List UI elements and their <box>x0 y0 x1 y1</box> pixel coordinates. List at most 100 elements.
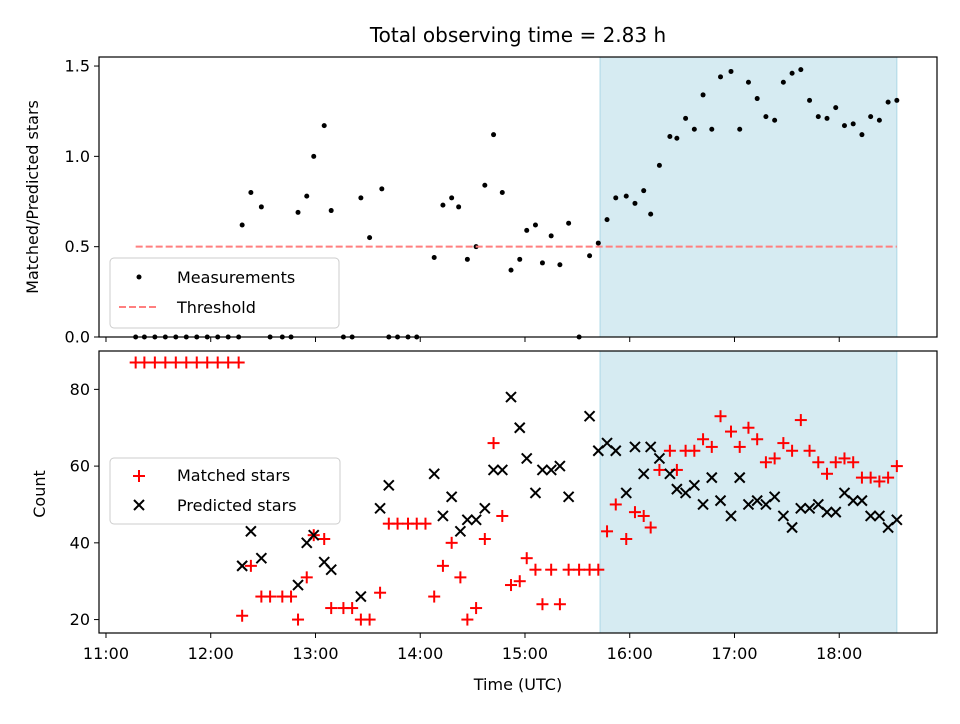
matched-star-point <box>445 536 458 549</box>
measurement-point <box>754 96 760 102</box>
predicted-star-point <box>706 471 718 484</box>
predicted-star-point <box>725 510 737 522</box>
measurement-point <box>718 74 724 80</box>
measurement-point <box>632 200 638 206</box>
measurement-point <box>557 262 563 268</box>
x-tick-label: 11:00 <box>83 644 129 663</box>
measurement-point <box>859 132 865 138</box>
measurement-point <box>824 115 830 121</box>
bottom-y-tick-label: 20 <box>70 610 90 629</box>
measurement-point <box>815 114 821 120</box>
bottom-shaded-region <box>599 350 898 634</box>
matched-star-point <box>742 421 755 434</box>
matched-star-point <box>663 444 676 457</box>
measurement-point <box>548 233 554 239</box>
predicted-star-point <box>637 468 650 480</box>
measurement-point <box>491 132 497 138</box>
predicted-star-point <box>470 514 482 526</box>
legend-top: Measurements Threshold <box>109 257 340 329</box>
measurement-point <box>850 121 856 127</box>
matched-star-point <box>180 356 193 369</box>
predicted-star-point <box>671 483 683 495</box>
predicted-star-point <box>245 525 257 538</box>
measurement-point <box>532 222 538 228</box>
legend-bottom-box <box>109 457 341 525</box>
matched-star-point <box>864 471 877 484</box>
measurement-point <box>321 123 327 129</box>
x-tick-label: 13:00 <box>292 644 338 663</box>
measurement-point <box>239 222 245 228</box>
matched-star-point <box>545 563 558 576</box>
predicted-star-point <box>714 494 727 507</box>
predicted-star-point <box>583 410 596 422</box>
matched-star-point <box>487 437 500 450</box>
matched-star-point <box>688 444 701 457</box>
measurement-point <box>604 217 610 223</box>
matched-star-point <box>714 410 727 423</box>
measurement-point <box>745 79 751 85</box>
x-axis-label: Time (UTC) <box>473 675 562 694</box>
predicted-star-point <box>437 510 449 522</box>
predicted-star-point <box>554 460 566 472</box>
predicted-star-point <box>461 514 474 526</box>
predicted-star-point <box>610 445 622 457</box>
predicted-star-point <box>803 502 816 515</box>
matched-star-point <box>496 509 509 522</box>
predicted-star-point <box>428 468 440 480</box>
predicted-star-point <box>629 441 641 453</box>
matched-star-point <box>222 356 235 369</box>
measurement-point <box>807 97 813 103</box>
measurement-point <box>667 133 673 139</box>
matched-star-point <box>478 533 491 545</box>
legend-top-box <box>109 257 340 329</box>
predicted-star-point <box>292 579 304 591</box>
predicted-star-point <box>786 521 798 534</box>
matched-star-point <box>847 456 860 469</box>
matched-star-point <box>346 602 359 615</box>
measurement-point <box>648 211 654 217</box>
legend-predicted-marker <box>133 499 145 511</box>
bottom-series-0 <box>129 356 903 626</box>
measurement-point <box>709 126 715 132</box>
predicted-star-point <box>688 479 701 491</box>
top-y-tick-label: 0.5 <box>65 237 90 256</box>
x-tick-label: 15:00 <box>502 644 548 663</box>
bottom-panel: 20 40 60 80 11:00 12:00 13:00 14:00 15:00 16:00 17… <box>70 350 938 663</box>
predicted-star-point <box>355 590 367 603</box>
top-shaded-region <box>599 56 898 338</box>
matched-star-point <box>573 563 586 576</box>
predicted-star-point <box>653 452 666 465</box>
matched-star-point <box>436 559 449 572</box>
top-axes-frame <box>98 56 938 338</box>
predicted-star-point <box>383 479 395 491</box>
x-tick-label: 18:00 <box>816 644 862 663</box>
measurement-point <box>623 193 629 199</box>
predicted-star-point <box>374 502 386 515</box>
predicted-star-point <box>514 422 526 434</box>
matched-star-point <box>536 598 549 611</box>
matched-star-point <box>821 467 834 480</box>
top-panel: 0.0 0.5 1.0 1.5 <box>65 56 938 347</box>
measurement-point <box>737 126 743 132</box>
predicted-star-point <box>496 464 508 476</box>
measurement-point <box>304 193 310 199</box>
legend-matched-label: Matched stars <box>177 466 290 485</box>
predicted-star-point <box>891 514 903 526</box>
matched-star-point <box>505 579 518 592</box>
measurement-point <box>566 220 572 226</box>
predicted-star-point <box>545 464 557 476</box>
matched-star-point <box>461 613 474 626</box>
matched-star-point <box>159 356 172 369</box>
measurement-point <box>499 189 505 195</box>
measurement-point <box>789 70 795 76</box>
matched-star-point <box>553 598 566 611</box>
measurement-point <box>833 105 839 111</box>
matched-star-point <box>419 517 432 530</box>
measurement-point <box>683 115 689 121</box>
top-y-tick-label: 1.0 <box>65 147 90 166</box>
matched-star-point <box>592 563 605 576</box>
bottom-y-axis-label: Count <box>30 470 49 518</box>
matched-star-point <box>777 437 790 450</box>
matched-star-point <box>325 602 338 615</box>
